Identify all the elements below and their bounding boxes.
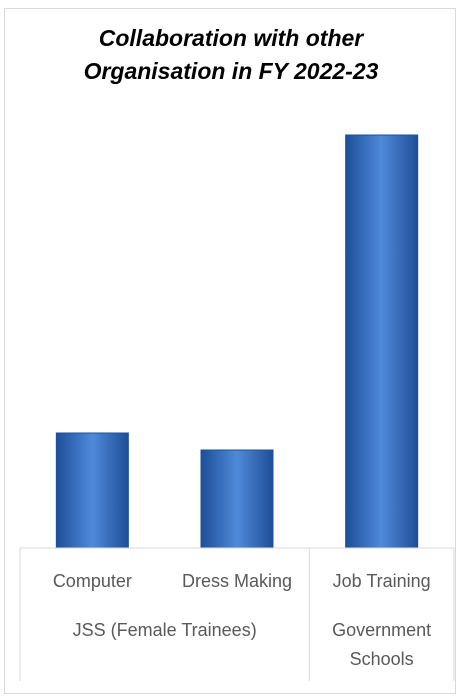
group-label-line: Government	[332, 620, 431, 640]
chart-title: Collaboration with other Organisation in…	[0, 22, 462, 88]
chart-title-line-1: Collaboration with other	[98, 25, 364, 51]
x-tick-label: Job Training	[333, 571, 431, 591]
bar-dress-making	[200, 449, 274, 549]
x-tick-label: Computer	[53, 571, 132, 591]
bar-computer	[55, 432, 129, 549]
group-label-line: JSS (Female Trainees)	[73, 620, 257, 640]
bar-job-training	[345, 134, 419, 549]
category-axis: Computer Dress Making Job Training JSS (Fem…	[19, 547, 455, 681]
group-label-line: Schools	[350, 649, 414, 669]
chart-title-line-2: Organisation in FY 2022-23	[83, 58, 379, 84]
x-tick-label: Dress Making	[182, 571, 292, 591]
bars-layer	[55, 134, 419, 549]
